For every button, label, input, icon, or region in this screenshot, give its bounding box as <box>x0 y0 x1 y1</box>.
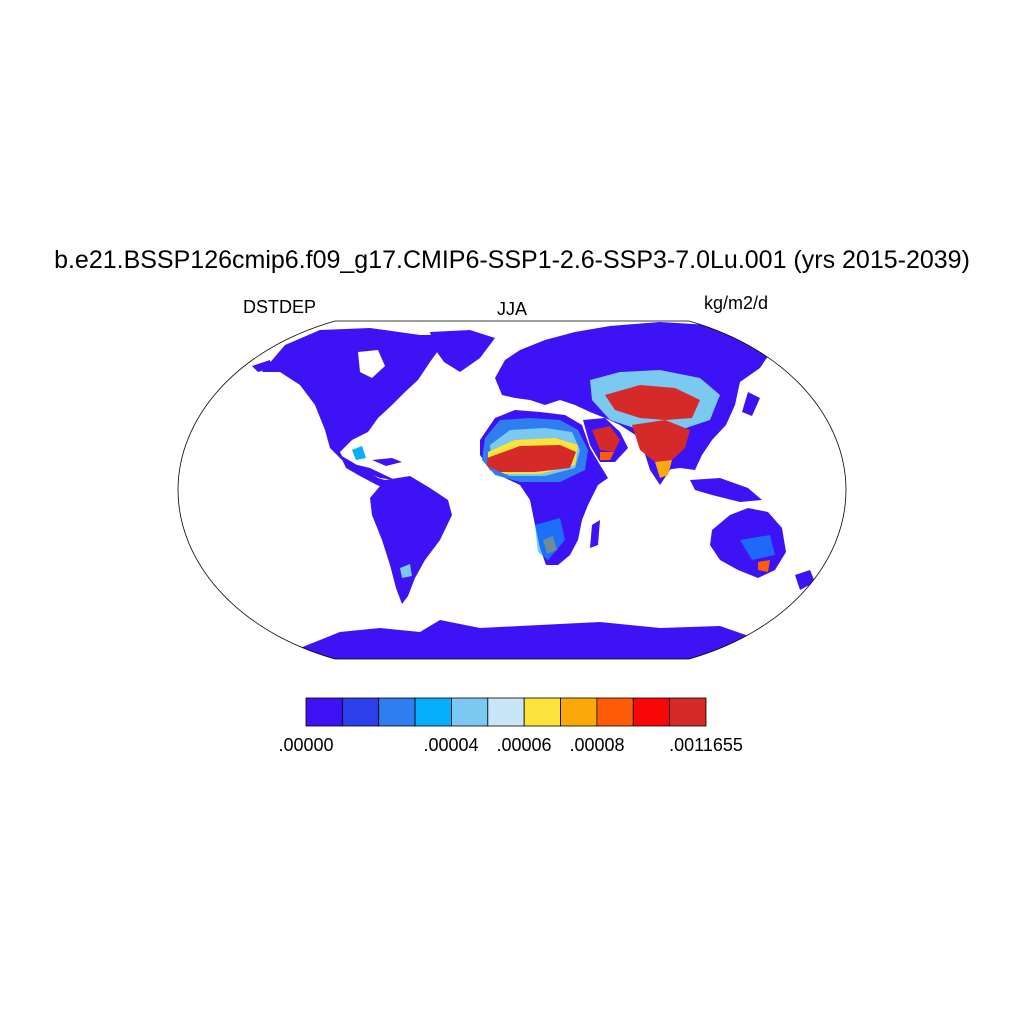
colorbar-tick-label: .00006 <box>496 735 552 755</box>
arabia-ring <box>600 452 614 460</box>
colorbar-swatch <box>560 697 598 727</box>
mexico-hotspot <box>352 446 366 460</box>
southern-africa-ring <box>535 518 565 560</box>
south-america-landmass <box>370 476 452 604</box>
central-america-landmass <box>340 455 398 490</box>
colorbar-tick-label: .00004 <box>423 735 479 755</box>
colorbar-swatch <box>378 697 416 727</box>
australia-hotspot <box>758 560 770 572</box>
units-label: kg/m2/d <box>704 293 769 313</box>
aleutian-landmass <box>252 360 272 372</box>
caribbean-islands <box>372 458 402 466</box>
sahara-core <box>487 445 576 472</box>
colorbar-swatch <box>414 697 452 727</box>
season-label: JJA <box>496 299 527 319</box>
south-asia-core <box>632 420 690 462</box>
north-america-landmass <box>262 328 470 480</box>
colorbar-tick-label: .00000 <box>278 735 334 755</box>
colorbar-swatch <box>632 697 671 727</box>
central-asia-core <box>605 385 700 420</box>
australia-halo <box>740 535 775 560</box>
map-boundary <box>177 320 847 660</box>
colorbar-swatch <box>305 697 343 727</box>
colorbar-swatch <box>669 697 707 727</box>
colorbar-swatch <box>523 697 561 727</box>
indonesia-landmass <box>690 478 762 502</box>
greenland-landmass <box>430 330 495 372</box>
antarctica-landmass <box>300 620 790 659</box>
plot-title: b.e21.BSSP126cmip6.f09_g17.CMIP6-SSP1-2.… <box>54 246 970 274</box>
variable-label: DSTDEP <box>243 297 317 317</box>
madagascar-landmass <box>590 520 600 548</box>
colorbar-swatch <box>451 697 489 727</box>
japan-landmass <box>742 392 760 416</box>
colorbar-tick-label: .00008 <box>569 735 625 755</box>
dust-deposition-hotspots <box>352 370 775 578</box>
colorbar-tick-label: .0011655 <box>669 735 743 755</box>
colorbar-swatch <box>341 697 380 727</box>
new-zealand-landmass <box>795 570 815 590</box>
land-layer <box>252 322 815 659</box>
south-asia-ring <box>655 460 672 478</box>
colorbar-swatch <box>596 697 634 727</box>
colorbar <box>305 697 707 727</box>
hudson-bay <box>358 350 385 378</box>
colorbar-swatch <box>487 697 525 727</box>
arabia-core <box>592 426 620 452</box>
patagonia-hotspot <box>400 564 412 578</box>
